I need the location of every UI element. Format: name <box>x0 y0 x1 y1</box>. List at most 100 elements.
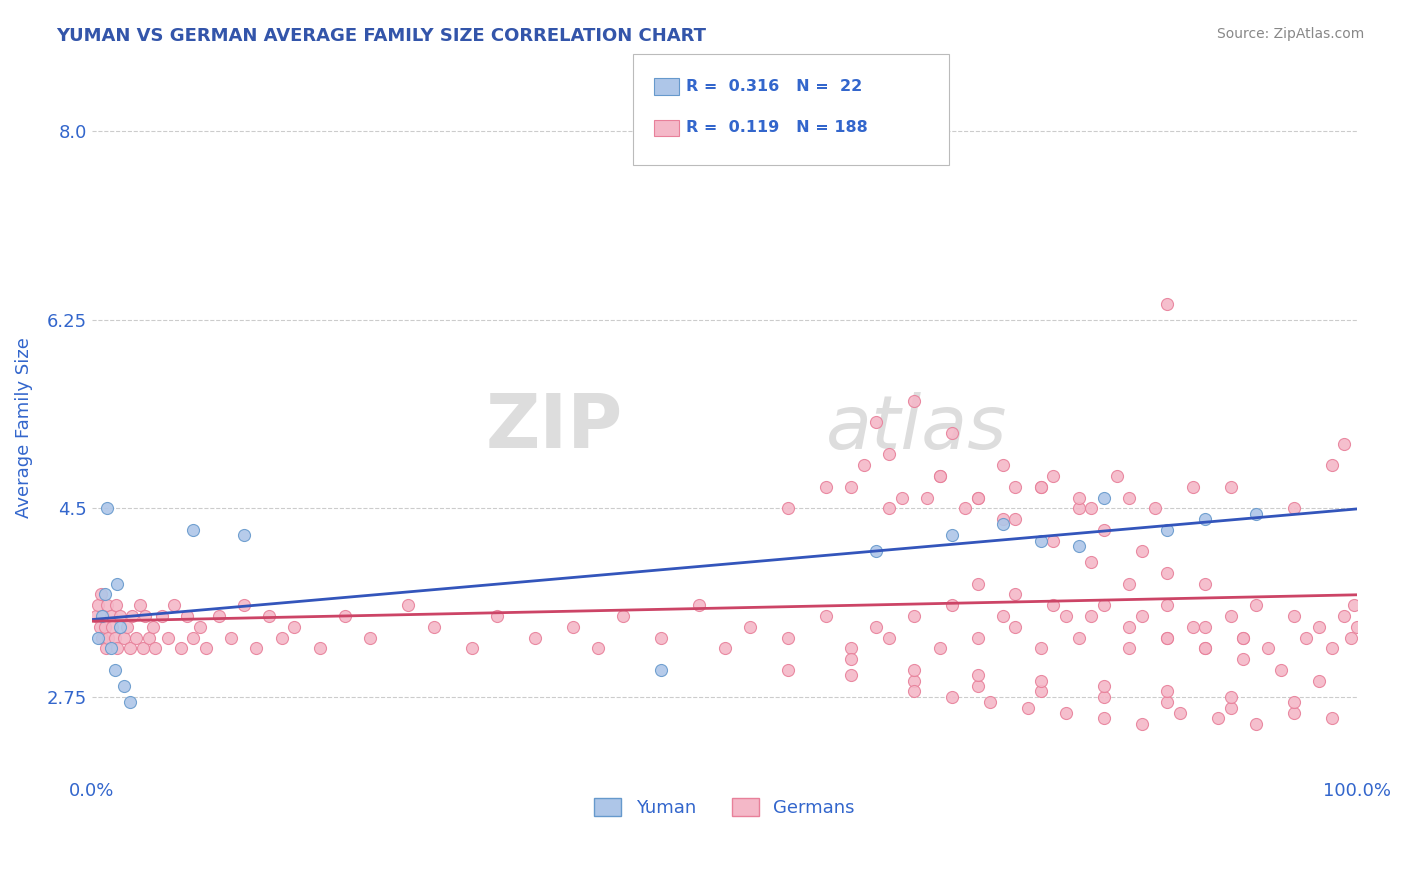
Point <box>156 631 179 645</box>
Point <box>877 447 900 461</box>
Point <box>1118 491 1140 505</box>
Point <box>104 631 127 645</box>
Point <box>181 523 204 537</box>
Point <box>181 631 204 645</box>
Point <box>1004 480 1026 494</box>
Point <box>219 631 242 645</box>
Point <box>877 631 900 645</box>
Point <box>1194 641 1216 656</box>
Point <box>396 599 419 613</box>
Point <box>105 641 128 656</box>
Point <box>97 631 120 645</box>
Point <box>163 599 186 613</box>
Point <box>188 620 211 634</box>
Point <box>257 609 280 624</box>
Point <box>1004 620 1026 634</box>
Point <box>112 679 135 693</box>
Point <box>194 641 217 656</box>
Point <box>1194 576 1216 591</box>
Point <box>84 609 107 624</box>
Point <box>903 393 925 408</box>
Point <box>928 641 950 656</box>
Point <box>104 663 127 677</box>
Point <box>1042 533 1064 548</box>
Point <box>650 663 672 677</box>
Point <box>1029 480 1052 494</box>
Point <box>1029 480 1052 494</box>
Point <box>134 609 156 624</box>
Point <box>928 469 950 483</box>
Point <box>915 491 938 505</box>
Point <box>1156 695 1178 709</box>
Point <box>903 684 925 698</box>
Point <box>1029 533 1052 548</box>
Point <box>1067 539 1090 553</box>
Point <box>1156 599 1178 613</box>
Point <box>176 609 198 624</box>
Point <box>1194 641 1216 656</box>
Point <box>1029 641 1052 656</box>
Point <box>903 673 925 688</box>
Point <box>1067 631 1090 645</box>
Point <box>1282 609 1305 624</box>
Point <box>1067 501 1090 516</box>
Point <box>1054 706 1077 720</box>
Text: Source: ZipAtlas.com: Source: ZipAtlas.com <box>1216 27 1364 41</box>
Point <box>966 491 988 505</box>
Point <box>688 599 710 613</box>
Point <box>100 641 122 656</box>
Point <box>1295 631 1317 645</box>
Point <box>1130 609 1153 624</box>
Point <box>270 631 292 645</box>
Point <box>1156 631 1178 645</box>
Point <box>1156 523 1178 537</box>
Point <box>1156 566 1178 580</box>
Point <box>865 620 887 634</box>
Point <box>105 599 128 613</box>
Point <box>1346 620 1368 634</box>
Point <box>1232 631 1254 645</box>
Point <box>1244 716 1267 731</box>
Y-axis label: Average Family Size: Average Family Size <box>15 337 32 518</box>
Point <box>93 609 115 624</box>
Point <box>561 620 583 634</box>
Point <box>207 609 229 624</box>
Point <box>738 620 761 634</box>
Point <box>1219 690 1241 704</box>
Legend: Yuman, Germans: Yuman, Germans <box>586 790 862 824</box>
Point <box>91 631 114 645</box>
Point <box>1244 599 1267 613</box>
Point <box>1042 599 1064 613</box>
Point <box>991 517 1014 532</box>
Point <box>523 631 546 645</box>
Point <box>1118 641 1140 656</box>
Point <box>1118 576 1140 591</box>
Point <box>1029 684 1052 698</box>
Text: atlas: atlas <box>825 392 1007 464</box>
Point <box>129 599 152 613</box>
Point <box>953 501 976 516</box>
Point <box>713 641 735 656</box>
Point <box>118 695 141 709</box>
Point <box>776 501 799 516</box>
Point <box>1270 663 1292 677</box>
Point <box>1004 587 1026 601</box>
Point <box>232 599 254 613</box>
Point <box>1219 700 1241 714</box>
Point <box>169 641 191 656</box>
Point <box>1017 700 1039 714</box>
Point <box>941 425 963 440</box>
Point <box>1105 469 1128 483</box>
Point <box>1320 711 1343 725</box>
Point <box>865 415 887 429</box>
Point <box>991 458 1014 473</box>
Point <box>283 620 305 634</box>
Point <box>1320 641 1343 656</box>
Text: R =  0.119   N = 188: R = 0.119 N = 188 <box>686 120 868 135</box>
Point <box>245 641 267 656</box>
Point <box>1282 706 1305 720</box>
Point <box>776 631 799 645</box>
Point <box>1219 480 1241 494</box>
Point <box>1092 679 1115 693</box>
Point <box>108 620 131 634</box>
